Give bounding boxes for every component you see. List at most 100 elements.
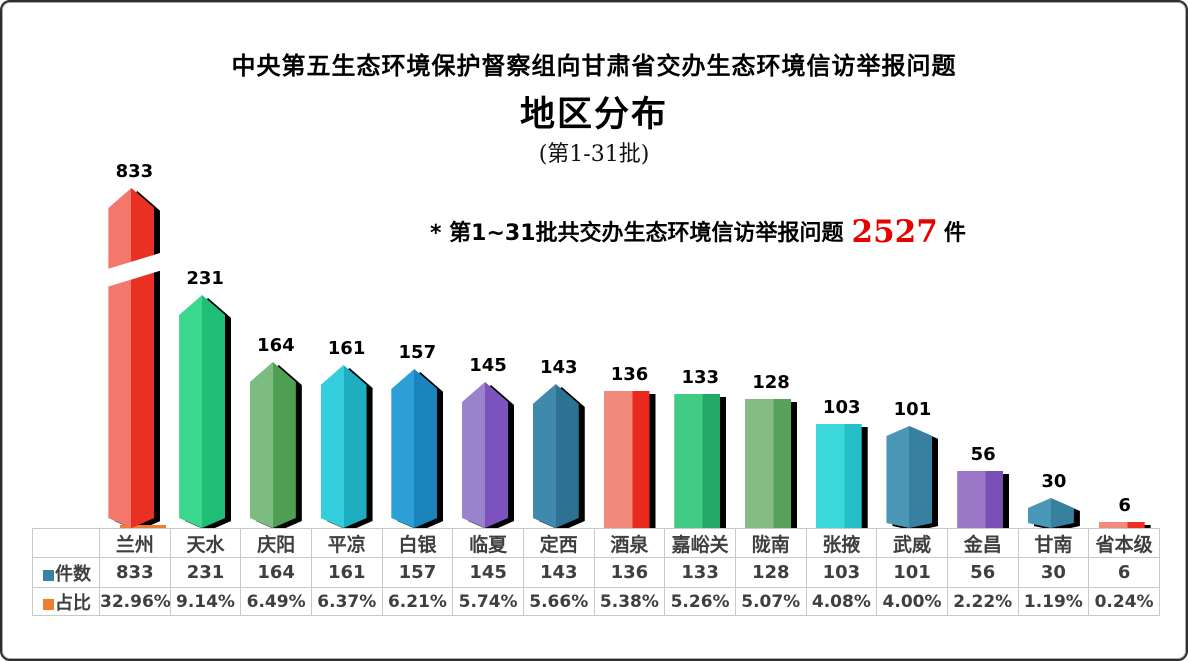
bar-column-庆阳: 164 (240, 168, 311, 531)
chart-subtitle: 地区分布 (519, 95, 668, 135)
bar-column-平凉: 161 (311, 168, 382, 531)
bar-column-临夏: 145 (453, 168, 524, 531)
bar-平凉 (320, 365, 373, 531)
count-legend-label: 件数 (55, 563, 91, 585)
bar-body (815, 424, 862, 528)
pct-cell: 1.19% (1017, 587, 1090, 616)
pct-legend: 占比 (32, 587, 100, 616)
pct-legend-label: 占比 (55, 592, 91, 614)
total-annotation: * 第1~31批共交办生态环境信访举报问题 2527 件 (430, 214, 966, 250)
bar-武威 (886, 426, 939, 531)
table-corner-blank (32, 528, 100, 558)
count-cell: 6 (1088, 557, 1160, 588)
bar-body (249, 362, 296, 528)
bar-value-label: 136 (610, 364, 649, 385)
bar-column-甘南: 30 (1019, 168, 1090, 531)
region-header-cell: 天水 (169, 528, 242, 558)
count-cell: 161 (310, 557, 383, 588)
bar-金昌 (957, 471, 1010, 531)
bar-column-兰州: 833 (94, 161, 170, 531)
plot-area: 833 231 164 161 157 145 143 136 133 128 103 101 56 30… (94, 161, 1160, 531)
bar-定西 (532, 384, 585, 531)
region-header-cell: 庆阳 (240, 528, 312, 558)
chart-title: 中央第五生态环境保护督察组向甘肃省交办生态环境信访举报问题 (231, 52, 957, 80)
pct-cell: 5.26% (664, 587, 736, 616)
region-header-cell: 陇南 (734, 528, 807, 558)
pct-cell: 4.00% (876, 587, 948, 616)
bar-value-label: 30 (1041, 471, 1067, 492)
bar-column-酒泉: 136 (594, 168, 665, 531)
pct-cell: 5.07% (734, 587, 807, 616)
pct-cell: 32.96% (99, 587, 171, 616)
bar-value-label: 128 (752, 372, 790, 393)
bar-body (603, 391, 650, 528)
bar-body (886, 426, 933, 528)
batch-range-note: (第1-31批) (538, 142, 650, 167)
bar-张掖 (815, 424, 868, 531)
bar-value-label: 143 (539, 357, 578, 378)
bar-body (1098, 522, 1145, 528)
count-cell: 133 (664, 557, 736, 588)
bar-column-张掖: 103 (806, 168, 877, 531)
region-header-cell: 嘉峪关 (664, 528, 736, 558)
bar-value-label: 157 (398, 342, 437, 363)
bar-body (179, 295, 226, 528)
bar-column-省本级: 6 (1089, 168, 1160, 531)
bar-value-label: 103 (822, 397, 861, 418)
bar-body (744, 399, 791, 528)
bar-value-label: 145 (469, 355, 507, 376)
data-table-body: 兰州 天水 庆阳 平凉 白银 临夏 定西 酒泉 嘉峪关 陇南 张掖 武威 金昌 甘南 省本级件数 833 231… (32, 528, 1160, 616)
region-header-cell: 平凉 (310, 528, 383, 558)
bar-value-label: 164 (257, 335, 295, 356)
bar-value-label: 101 (893, 399, 932, 420)
bar-column-嘉峪关: 133 (665, 168, 736, 531)
bar-body (462, 382, 509, 528)
region-header-cell: 兰州 (99, 528, 171, 558)
count-cell: 103 (805, 557, 878, 588)
percent-row: 占比 32.96% 9.14% 6.49% 6.37% 6.21% 5.74% 5.66% 5.… (32, 587, 1160, 616)
bar-酒泉 (603, 391, 656, 531)
count-legend-swatch-icon (43, 569, 54, 581)
region-header-cell: 白银 (381, 528, 454, 558)
bar-column-白银: 157 (382, 168, 453, 531)
pct-series-tick (120, 525, 167, 528)
region-header-cell: 金昌 (946, 528, 1019, 558)
bar-body (957, 471, 1004, 528)
region-header-cell: 定西 (522, 528, 595, 558)
count-row: 件数 833 231 164 161 157 145 143 136 133 128 103 101 56… (32, 557, 1160, 588)
bar-body (320, 365, 367, 528)
bar-column-武威: 101 (877, 168, 948, 531)
bar-省本级 (1098, 522, 1151, 531)
table-header-row: 兰州 天水 庆阳 平凉 白银 临夏 定西 酒泉 嘉峪关 陇南 张掖 武威 金昌 甘南 省本级 (32, 528, 1160, 558)
bar-column-金昌: 56 (948, 168, 1019, 531)
total-annotation-suffix: 件 (943, 221, 966, 246)
bar-value-label: 833 (115, 161, 154, 182)
count-cell: 143 (522, 557, 595, 588)
region-header-cell: 省本级 (1088, 528, 1160, 558)
bar-庆阳 (249, 362, 302, 531)
bar-甘南 (1027, 498, 1080, 531)
pct-cell: 9.14% (169, 587, 242, 616)
bar-body (391, 369, 438, 528)
bar-column-陇南: 128 (736, 168, 807, 531)
region-header-cell: 临夏 (452, 528, 524, 558)
count-cell: 157 (381, 557, 454, 588)
bar-嘉峪关 (674, 394, 727, 531)
bar-column-天水: 231 (170, 168, 241, 531)
count-cell: 231 (169, 557, 242, 588)
bar-value-label: 56 (970, 444, 996, 465)
count-cell: 30 (1017, 557, 1090, 588)
count-cell: 56 (946, 557, 1019, 588)
total-cases-value: 2527 (851, 214, 938, 250)
pct-cell: 2.22% (946, 587, 1019, 616)
count-cell: 101 (876, 557, 948, 588)
region-header-cell: 武威 (876, 528, 948, 558)
bar-body (1027, 498, 1074, 528)
count-cell: 833 (99, 557, 171, 588)
bar-陇南 (744, 399, 797, 531)
total-annotation-prefix: * 第1~31批共交办生态环境信访举报问题 (430, 221, 844, 246)
count-cell: 136 (593, 557, 666, 588)
region-header-cell: 张掖 (805, 528, 878, 558)
bar-天水 (179, 295, 232, 531)
bar-兰州 (94, 188, 170, 531)
